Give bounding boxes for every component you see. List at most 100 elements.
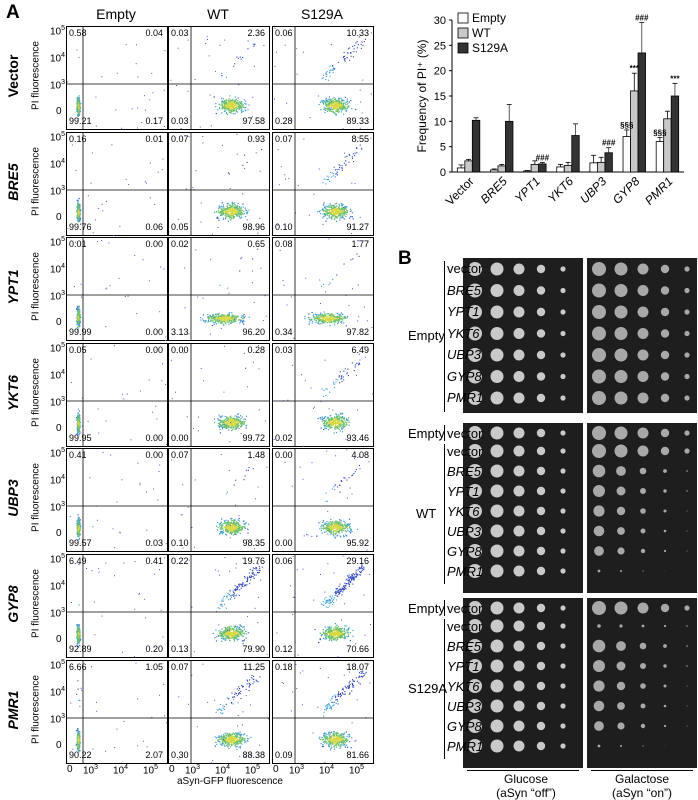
colony-spot	[616, 661, 626, 671]
y-tick-label: 0	[56, 106, 62, 117]
colony-spot	[686, 530, 688, 532]
colony-spots	[468, 426, 566, 578]
scatter-plot	[168, 554, 270, 658]
quadrant-value: 0.12	[275, 644, 293, 654]
quadrant-value: 0.13	[171, 644, 189, 654]
scatter-points	[169, 238, 269, 341]
colony-spot	[614, 348, 628, 362]
y-tick-label: 15	[434, 91, 446, 103]
strain-label: YKT6	[447, 504, 480, 519]
colony-spot	[513, 620, 525, 632]
colony-spot	[614, 601, 628, 615]
colony-spot	[536, 506, 546, 516]
quadrant-value: 0.93	[247, 133, 265, 144]
x-tick-label: YKT6	[545, 174, 576, 205]
strain-label: YKT6	[447, 325, 480, 341]
colony-spot	[560, 373, 566, 380]
bar	[497, 165, 506, 173]
colony-spot	[637, 371, 649, 382]
quadrant-value: 0.05	[171, 221, 189, 232]
quadrant-value: 0.05	[69, 344, 87, 355]
colony-spot	[616, 681, 626, 691]
colony-spot	[663, 684, 667, 688]
colony-spot	[620, 570, 622, 572]
scatter-plot	[168, 659, 270, 764]
y-tick-label: 105	[50, 658, 66, 671]
quadrant-value: 0.08	[275, 239, 293, 250]
colony-spot	[640, 703, 646, 709]
quadrant-value: 0.07	[171, 661, 189, 672]
colony-spot	[490, 444, 504, 458]
colony-spot	[536, 286, 546, 295]
colony-spot	[642, 745, 644, 747]
quadrant-value: 0.10	[171, 538, 189, 549]
y-axis-label: Frequency of PI⁺ (%)	[415, 39, 429, 152]
x-tick-label: 105	[143, 763, 159, 776]
quadrant-value: 96.20	[242, 327, 265, 338]
colony-spot	[592, 283, 606, 298]
scatter-plot	[272, 659, 374, 764]
colony-spot	[490, 284, 504, 297]
colony-spot	[536, 566, 546, 576]
quadrant-value: 0.07	[171, 450, 189, 461]
quadrant-value: 1.05	[145, 661, 163, 672]
x-tick-label: GYP8	[610, 174, 643, 207]
colony-spot	[639, 642, 647, 650]
x-tick-label: 104	[113, 763, 129, 776]
legend-label: Empty	[472, 11, 506, 25]
colony-spot	[592, 426, 606, 440]
quadrant-value: 0.03	[145, 538, 163, 549]
significance-mark: §§§	[653, 129, 667, 138]
scatter-plot	[66, 131, 168, 236]
colony-spot	[513, 602, 525, 614]
agar-plate	[463, 423, 583, 593]
scatter-plot	[272, 131, 374, 236]
colony-spot	[614, 262, 628, 276]
quadrant-value: 88.38	[242, 749, 265, 760]
x-tick-label: 104	[319, 763, 335, 776]
colony-spot	[536, 603, 546, 613]
quadrant-value: 4.08	[351, 450, 369, 461]
colony-spot	[642, 570, 644, 572]
strain-label: BRE5	[447, 282, 481, 298]
scatter-plot	[66, 659, 168, 764]
agar-plate	[587, 598, 697, 768]
colony-spot	[660, 393, 670, 403]
colony-spot	[660, 264, 670, 274]
quadrant-value: 89.33	[346, 116, 369, 126]
colony-spot	[490, 464, 504, 478]
row-label: PMR1	[5, 690, 21, 730]
bar	[456, 167, 466, 173]
legend-swatch	[457, 42, 469, 54]
y-tick-label: 0	[56, 422, 62, 434]
x-tick-label: 105	[245, 763, 261, 776]
colony-spot	[619, 624, 623, 628]
colony-spot	[593, 525, 605, 537]
colony-spot	[490, 524, 504, 538]
quadrant-value: 81.66	[346, 749, 369, 760]
colony-spot	[592, 601, 606, 615]
scatter-points	[169, 132, 269, 235]
strain-label: GYP8	[447, 719, 482, 734]
strain-label: BRE5	[447, 639, 481, 654]
quadrant-value: 0.03	[171, 28, 189, 38]
colony-spots	[592, 601, 690, 748]
quadrant-value: 2.36	[247, 28, 265, 38]
condition-line2: (aSyn “off”)	[496, 786, 556, 800]
colony-spot	[490, 619, 504, 633]
quadrant-value: 0.03	[275, 344, 293, 355]
y-tick-label: 103	[50, 395, 66, 409]
scatter-points	[67, 449, 167, 552]
quadrant-value: 8.55	[351, 133, 369, 144]
quadrant-value: 92.89	[69, 644, 92, 654]
colony-spot	[536, 486, 546, 496]
colony-spot	[536, 681, 546, 691]
quadrant-value: 0.28	[247, 344, 265, 355]
strain-label: YPT1	[447, 659, 480, 674]
colony-spot	[663, 624, 667, 628]
colony-spots	[468, 262, 566, 405]
colony-spot	[592, 348, 606, 362]
colony-spot	[592, 464, 606, 478]
quadrant-value: 6.49	[69, 556, 87, 566]
colony-spot	[560, 723, 566, 729]
